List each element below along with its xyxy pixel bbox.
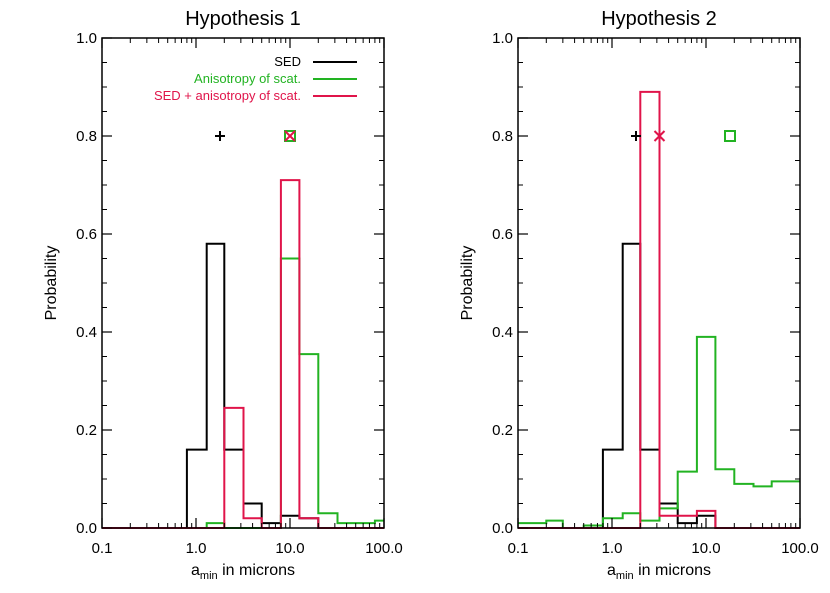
y-axis-label: Probability xyxy=(43,246,60,321)
y-tick-label: 0.6 xyxy=(76,226,97,243)
y-tick-label: 0.2 xyxy=(76,422,97,439)
y-tick-label: 1.0 xyxy=(492,30,513,47)
x-tick-label: 0.1 xyxy=(92,540,113,557)
legend-label-sed: SED xyxy=(274,54,301,69)
x-axis-label-subscript: min xyxy=(200,570,218,582)
y-tick-label: 0.2 xyxy=(492,422,513,439)
x-axis-label: amin in microns xyxy=(607,562,711,582)
y-tick-label: 0.4 xyxy=(492,324,513,341)
y-tick-label: 0.4 xyxy=(76,324,97,341)
marker-x-sed-anisotropy-of-scat xyxy=(653,130,666,142)
series-sed-anisotropy-of-scat-line xyxy=(518,90,800,529)
chart-title: Hypothesis 2 xyxy=(601,8,717,30)
x-axis-label-subscript: min xyxy=(616,570,634,582)
legend: SED Anisotropy of scat. SED + anisotropy o… xyxy=(154,54,357,103)
chart-title: Hypothesis 1 xyxy=(185,8,301,30)
marker-x-sed-anisotropy-of-scat xyxy=(284,130,296,142)
x-tick-label: 100.0 xyxy=(781,540,819,557)
chart-panel-2: 0.0 0.2 0.4 0.6 0.8 1.0 0.1 1.0 10.0 100.0 Hypothe… xyxy=(459,8,819,582)
chart-panel-1: 0.0 0.2 0.4 0.6 0.8 1.0 0.1 1.0 10.0 100.0 Hypothe… xyxy=(43,8,403,582)
x-tick-label: 10.0 xyxy=(691,540,720,557)
series-sed-anisotropy-of-scat-line xyxy=(102,179,384,529)
x-axis-label: amin in microns xyxy=(191,562,295,582)
x-tick-label: 1.0 xyxy=(186,540,207,557)
y-tick-label: 0.8 xyxy=(76,128,97,145)
x-tick-label: 1.0 xyxy=(602,540,623,557)
legend-label-sed-anisotropy-of-scat: SED + anisotropy of scat. xyxy=(154,88,301,103)
y-tick-label: 0.8 xyxy=(492,128,513,145)
x-axis-label-main: a xyxy=(191,562,200,579)
y-tick-label: 0.0 xyxy=(492,520,513,537)
x-tick-label: 100.0 xyxy=(365,540,403,557)
y-axis-label: Probability xyxy=(459,246,476,321)
marker-plus-sed xyxy=(630,131,641,141)
marker-plus-sed xyxy=(214,131,225,141)
x-axis-label-rest: in microns xyxy=(634,562,711,579)
y-tick-label: 1.0 xyxy=(76,30,97,47)
x-axis-label-rest: in microns xyxy=(218,562,295,579)
x-tick-label: 0.1 xyxy=(508,540,529,557)
marker-square-anisotropy-of-scat xyxy=(284,130,296,142)
x-tick-label: 10.0 xyxy=(275,540,304,557)
marker-square-anisotropy-of-scat xyxy=(723,130,736,142)
legend-label-anisotropy-of-scat: Anisotropy of scat. xyxy=(194,71,301,86)
y-tick-label: 0.6 xyxy=(492,226,513,243)
x-axis-label-main: a xyxy=(607,562,616,579)
y-tick-label: 0.0 xyxy=(76,520,97,537)
